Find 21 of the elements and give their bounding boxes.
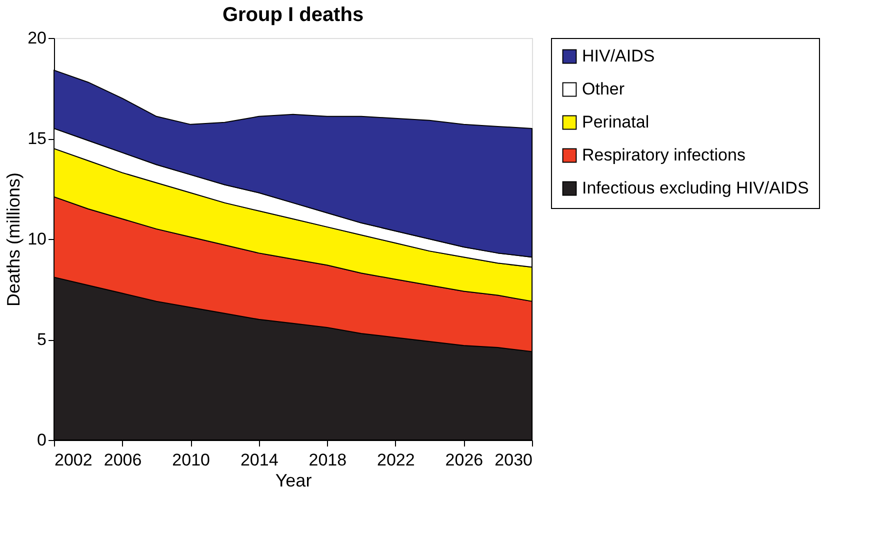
y-tick-label: 15 bbox=[28, 129, 46, 148]
x-tick-label: 2010 bbox=[172, 450, 210, 470]
legend-label: Respiratory infections bbox=[582, 146, 746, 164]
x-tick-label: 2026 bbox=[445, 450, 484, 470]
x-tick-label: 2030 bbox=[494, 450, 532, 470]
y-tick-label: 20 bbox=[28, 28, 46, 48]
legend-label: Perinatal bbox=[582, 112, 650, 132]
x-tick-label: 2018 bbox=[308, 450, 347, 470]
x-tick-label: 2006 bbox=[104, 450, 142, 470]
legend-label: Infectious excluding HIV/AIDS bbox=[582, 178, 809, 198]
x-tick-label: 2002 bbox=[54, 450, 92, 470]
chart-title: Group I deaths bbox=[222, 4, 364, 26]
x-tick-label: 2014 bbox=[240, 450, 278, 470]
y-tick-label: 10 bbox=[28, 230, 46, 248]
y-tick-label: 0 bbox=[37, 430, 46, 450]
y-axis-title: Deaths (millions) bbox=[4, 172, 24, 307]
legend-label: Other bbox=[582, 80, 625, 98]
x-axis-title: Year bbox=[275, 470, 312, 490]
legend-label: HIV/AIDS bbox=[582, 46, 655, 66]
y-tick-label: 5 bbox=[37, 330, 46, 349]
x-tick-label: 2022 bbox=[377, 450, 415, 470]
